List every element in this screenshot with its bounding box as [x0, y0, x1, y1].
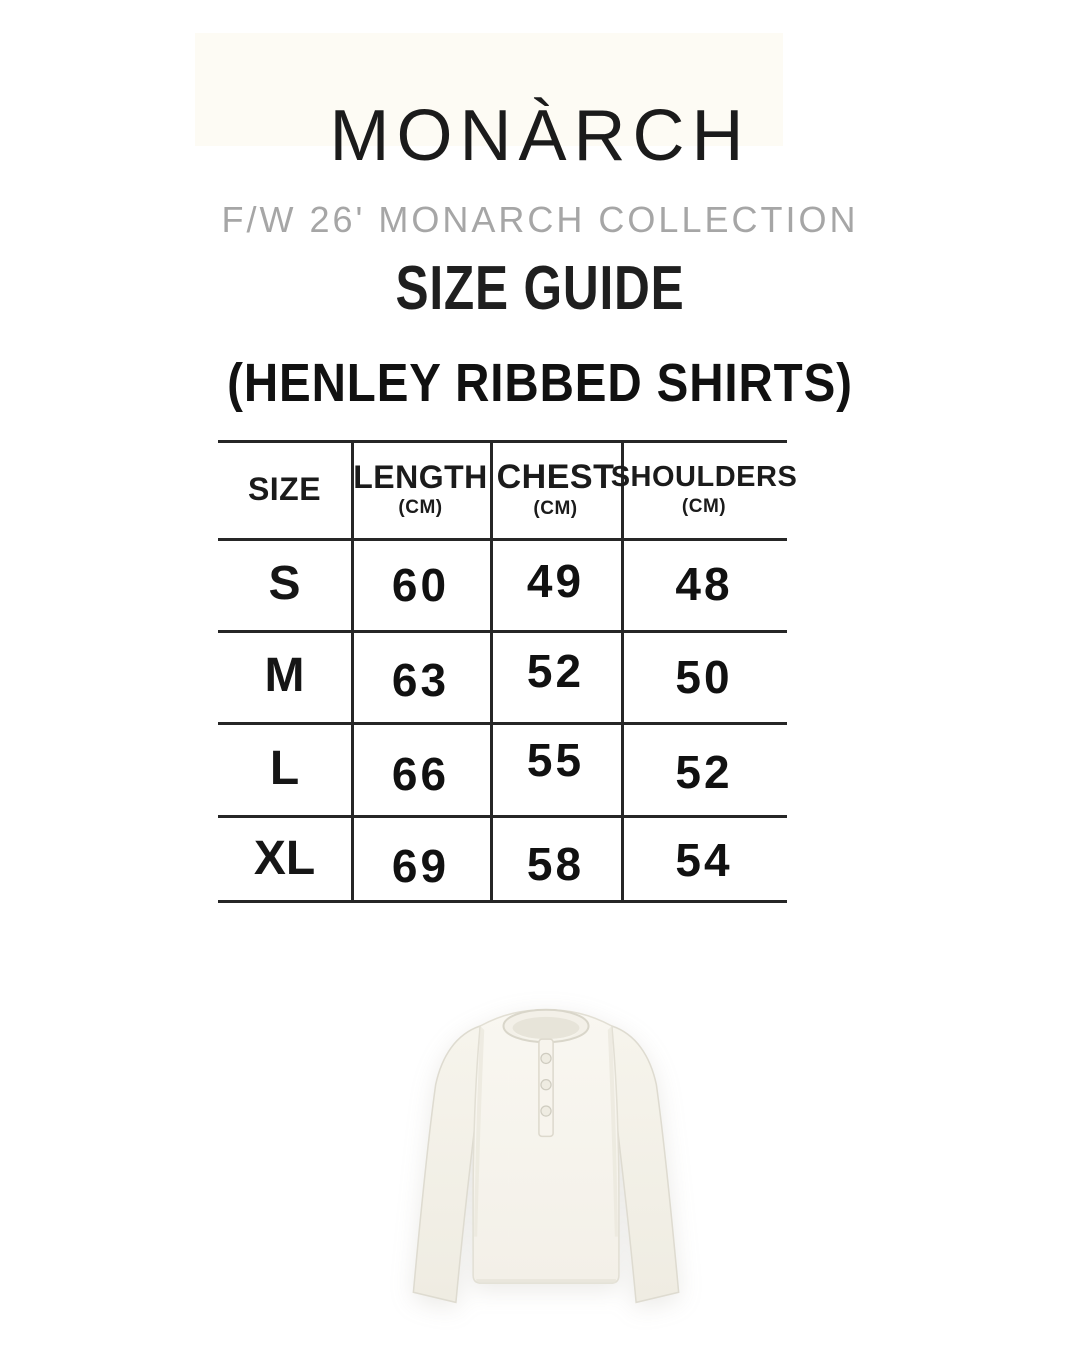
chest-value: 58 — [526, 838, 585, 890]
size-value: S — [268, 557, 301, 610]
table-rule-bottom — [218, 900, 787, 903]
table-row-xl-length: 69 — [351, 815, 490, 903]
size-value: M — [264, 649, 305, 702]
chest-value: 49 — [526, 555, 585, 607]
page-title: SIZE GUIDE — [395, 254, 685, 323]
column-label: SHOULDERS — [610, 460, 798, 493]
table-row-l-chest: 55 — [490, 722, 621, 815]
henley-shirt-image — [412, 1008, 680, 1304]
size-table-grid: SIZE LENGTH (CM) CHEST (CM) SHOULDERS (C… — [218, 440, 797, 903]
chest-value: 55 — [526, 733, 585, 786]
table-divider — [490, 442, 493, 902]
table-row-m-size: M — [218, 630, 351, 722]
table-row-s-chest: 49 — [490, 538, 621, 630]
column-header-chest: CHEST (CM) — [490, 440, 621, 538]
chest-value: 52 — [526, 645, 585, 697]
table-row-m-length: 63 — [351, 630, 490, 722]
table-row-l-shoulders: 52 — [621, 722, 787, 815]
size-value: L — [269, 741, 300, 795]
column-label: CHEST — [496, 458, 615, 496]
table-row-l-size: L — [218, 722, 351, 815]
column-unit: (CM) — [398, 497, 443, 518]
table-row-s-size: S — [218, 538, 351, 630]
shoulders-value: 54 — [675, 834, 733, 886]
length-value: 60 — [391, 559, 450, 611]
table-rule — [218, 722, 787, 725]
size-table: SIZE LENGTH (CM) CHEST (CM) SHOULDERS (C… — [218, 440, 797, 906]
column-header-size: SIZE — [218, 440, 351, 538]
column-label: LENGTH — [353, 459, 488, 495]
table-divider — [351, 442, 354, 902]
length-value: 69 — [391, 840, 450, 892]
table-row-xl-size: XL — [218, 815, 351, 903]
column-header-shoulders: SHOULDERS (CM) — [611, 440, 797, 538]
size-value: XL — [253, 832, 316, 885]
length-value: 63 — [391, 654, 450, 706]
column-unit: (CM) — [681, 495, 727, 517]
table-row-l-length: 66 — [351, 722, 490, 815]
table-rule — [218, 538, 787, 541]
shoulders-value: 52 — [675, 745, 733, 798]
shoulders-value: 50 — [675, 651, 733, 703]
table-rule — [218, 630, 787, 633]
table-row-s-length: 60 — [351, 538, 490, 630]
product-line-title: (HENLEY RIBBED SHIRTS) — [227, 353, 853, 413]
collection-subtitle: F/W 26' MONARCH COLLECTION — [221, 199, 859, 240]
length-value: 66 — [391, 747, 450, 800]
brand-wordmark: MONÀRCH — [329, 96, 751, 176]
column-unit: (CM) — [533, 498, 578, 519]
table-row-s-shoulders: 48 — [621, 538, 787, 630]
table-divider — [621, 442, 624, 902]
table-row-xl-shoulders: 54 — [621, 815, 787, 903]
table-rule — [218, 815, 787, 818]
logo-backdrop — [195, 33, 783, 146]
column-header-length: LENGTH (CM) — [351, 440, 490, 538]
table-row-m-shoulders: 50 — [621, 630, 787, 722]
shoulders-value: 48 — [675, 558, 733, 610]
table-rule-top — [218, 440, 787, 443]
table-row-m-chest: 52 — [490, 630, 621, 722]
column-label: SIZE — [247, 471, 322, 507]
table-row-xl-chest: 58 — [490, 815, 621, 903]
